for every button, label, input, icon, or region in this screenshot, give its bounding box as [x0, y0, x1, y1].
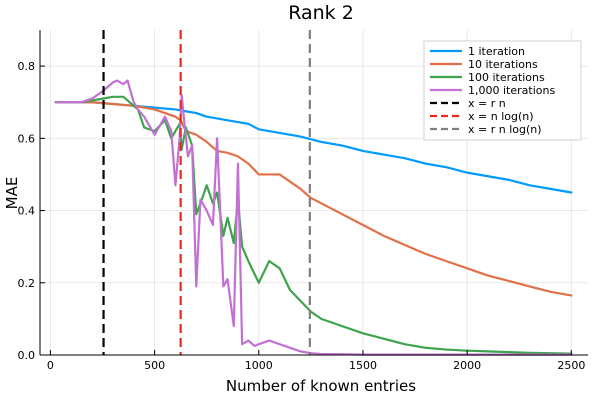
legend-label: x = n log(n)	[468, 110, 534, 123]
legend-label: 10 iterations	[468, 58, 538, 71]
y-tick-label: 0.2	[18, 277, 36, 290]
x-axis-title: Number of known entries	[226, 377, 416, 395]
series-line-1	[54, 101, 573, 297]
series-line-0	[54, 101, 573, 194]
legend-label: x = r n log(n)	[468, 123, 542, 136]
y-tick-label: 0.8	[18, 60, 36, 73]
x-tick-label: 0	[47, 359, 54, 372]
x-tick-label: 2500	[557, 359, 585, 372]
x-tick-label: 1500	[349, 359, 377, 372]
y-tick-label: 0.0	[18, 349, 36, 362]
legend-label: 1 iteration	[468, 45, 525, 58]
y-tick-label: 0.4	[18, 205, 36, 218]
legend-label: 1,000 iterations	[468, 84, 555, 97]
legend-label: x = r n	[468, 97, 506, 110]
legend-label: 100 iterations	[468, 71, 545, 84]
x-tick-label: 500	[144, 359, 165, 372]
chart-title: Rank 2	[288, 2, 354, 24]
y-axis-title: MAE	[3, 177, 21, 210]
y-tick-label: 0.6	[18, 132, 36, 145]
axes: 0 500 1000 1500 2000 2500 0.0 0.2 0.4 0.6 0.8	[18, 30, 588, 372]
x-tick-label: 2000	[453, 359, 481, 372]
x-tick-label: 1000	[245, 359, 273, 372]
